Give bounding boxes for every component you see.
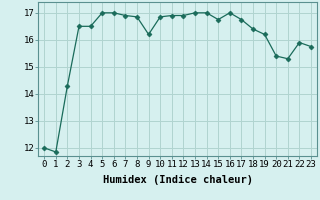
X-axis label: Humidex (Indice chaleur): Humidex (Indice chaleur) xyxy=(103,175,252,185)
